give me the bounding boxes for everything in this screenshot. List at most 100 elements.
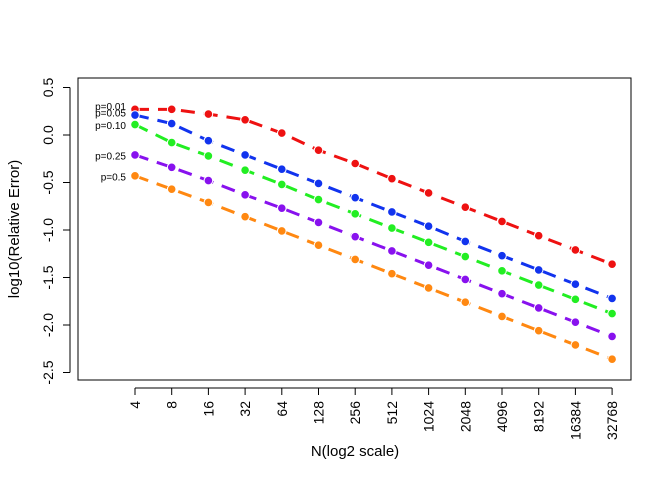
series-label: p=0.01 [95,102,126,113]
data-point [570,245,581,255]
y-tick-label: -2.0 [40,313,56,337]
data-point [423,188,434,198]
data-point [277,226,287,236]
data-point [203,151,214,161]
data-point [130,150,140,160]
data-point [460,202,471,212]
data-point [313,194,324,205]
data-point [533,265,544,275]
data-point [607,259,617,270]
data-point [240,115,250,125]
series-label: p=0.05 [95,109,126,120]
series-label: p=0.10 [95,121,126,132]
data-point [130,119,140,130]
x-tick-label: 2048 [457,401,473,432]
data-point [423,260,434,270]
data-point [423,221,434,231]
x-tick-label: 16384 [567,401,583,440]
y-tick-label: 0.5 [40,78,56,98]
data-point [387,268,397,279]
data-point [387,173,397,184]
series-label: p=0.25 [95,151,126,162]
data-point [570,294,581,305]
data-point [533,303,544,313]
data-point [570,279,581,289]
data-point [313,145,324,155]
data-point [130,110,140,120]
data-point [277,128,287,138]
y-tick-label: -1.0 [40,218,56,242]
data-point [277,164,287,174]
data-point [350,209,361,219]
data-point [533,230,544,241]
y-tick-label: -0.5 [40,170,56,194]
data-point [350,192,361,203]
data-point [240,165,250,175]
y-tick-label: -2.5 [40,360,56,384]
data-point [497,288,507,299]
data-point [497,266,507,276]
x-tick-label: 4 [127,401,143,409]
data-point [277,179,287,190]
x-tick-label: 32768 [604,401,620,440]
series-p=0.25 [130,150,617,342]
x-tick-label: 64 [274,401,290,417]
series-line [135,107,613,266]
series-line [134,123,613,315]
data-point [277,203,287,213]
data-point [460,274,471,285]
x-axis: 4 8 16 32 64 128 256 512 1024 2048 4096 8192 16384 32… [127,387,620,440]
x-tick-label: 8192 [531,401,547,432]
series-layer [130,104,617,365]
data-point [387,207,397,217]
data-point [607,308,617,319]
x-tick-label: 512 [384,401,400,425]
data-point [387,223,397,233]
data-point [240,150,250,160]
series-label: p=0.5 [101,172,127,183]
data-point [570,340,581,350]
data-point [203,197,214,208]
data-point [423,237,434,248]
y-tick-label: -1.5 [40,265,56,289]
data-point [497,311,507,322]
data-point [166,118,177,129]
y-tick-label: 0.0 [40,125,56,145]
series-p=0.10 [130,119,617,319]
data-point [497,216,507,227]
data-point [166,162,177,173]
data-point [533,280,544,290]
data-point [350,158,361,169]
data-point [166,184,177,194]
series-line [134,174,613,361]
data-point [387,246,397,256]
y-axis-title: log10(Relative Error) [6,160,23,298]
data-point [313,178,324,189]
x-tick-label: 256 [347,401,363,425]
data-point [460,236,471,247]
data-point [497,250,507,261]
series-p=0.05 [130,110,617,304]
x-tick-label: 1024 [421,401,437,432]
plot-frame [77,77,632,381]
series-p=0.01 [130,104,617,270]
data-point [350,254,361,265]
x-tick-label: 8 [164,401,180,409]
data-point [423,283,434,293]
x-axis-title: N(log2 scale) [311,443,399,460]
data-point [240,211,250,222]
x-tick-label: 32 [237,401,253,417]
data-point [460,251,471,262]
x-tick-label: 4096 [494,401,510,432]
data-point [203,109,214,119]
data-point [607,331,617,342]
y-axis: 0.5 0.0 -0.5 -1.0 -1.5 -2.0 -2.5 [40,78,71,385]
data-point [166,104,177,115]
data-point [240,190,250,200]
series-line [134,113,613,300]
data-point [350,231,361,242]
x-tick-label: 128 [311,401,327,425]
data-point [607,293,617,304]
series-p=0.5 [130,171,617,365]
